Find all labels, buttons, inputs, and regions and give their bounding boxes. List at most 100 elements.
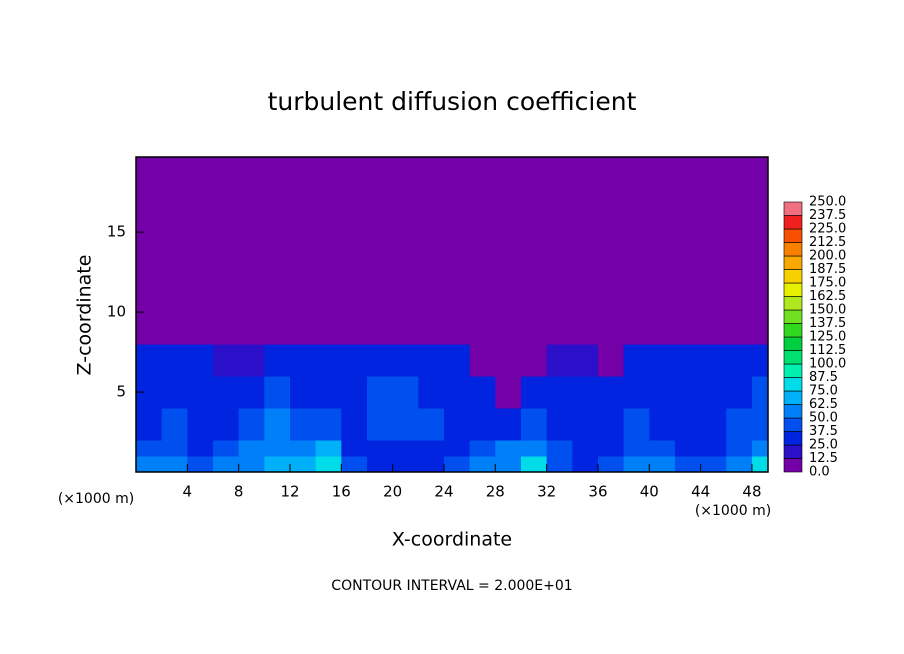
colorbar-label: 187.5	[809, 262, 846, 277]
field-cell	[623, 157, 650, 345]
field-cell	[315, 440, 342, 457]
field-cell	[315, 344, 342, 377]
field-cell	[212, 408, 240, 441]
x-tick-label: 32	[537, 483, 556, 501]
colorbar-label: 50.0	[809, 411, 838, 426]
colorbar-swatch	[783, 309, 803, 324]
field-cell	[392, 376, 419, 409]
field-cell	[366, 408, 394, 441]
field-cell	[649, 440, 676, 457]
colorbar-label: 212.5	[809, 235, 846, 250]
field-cell	[136, 440, 163, 457]
field-cell	[161, 408, 188, 441]
colorbar-label: 150.0	[809, 303, 846, 318]
field-cell	[418, 157, 445, 345]
colorbar-label: 175.0	[809, 276, 846, 291]
colorbar-label: 75.0	[809, 384, 838, 399]
colorbar-label: 37.5	[809, 424, 838, 439]
field-cell	[546, 157, 573, 345]
field-cell	[597, 456, 625, 473]
field-cell	[674, 376, 702, 409]
field-cell	[495, 344, 522, 377]
field-cell	[469, 344, 496, 377]
field-cell	[238, 157, 265, 345]
field-cell	[187, 344, 214, 377]
field-cell	[674, 408, 702, 441]
colorbar-swatch	[783, 458, 803, 473]
field-cell	[212, 157, 240, 345]
colorbar-swatch	[783, 242, 803, 257]
field-cell	[751, 344, 769, 377]
field-cell	[366, 440, 394, 457]
field-cell	[418, 408, 445, 441]
field-cell	[700, 157, 727, 345]
x-tick-label: 8	[234, 483, 244, 501]
field-cell	[289, 408, 317, 441]
field-cell	[520, 440, 548, 457]
field-cell	[520, 408, 548, 441]
field-cell	[751, 456, 769, 473]
colorbar-swatch	[783, 363, 803, 378]
colorbar-label: 125.0	[809, 330, 846, 345]
colorbar-swatch	[783, 390, 803, 405]
field-cell	[136, 456, 163, 473]
field-cell	[520, 456, 548, 473]
field-cell	[366, 456, 394, 473]
field-cell	[264, 456, 291, 473]
field-cell	[726, 440, 753, 457]
field-cell	[161, 376, 188, 409]
colorbar-label: 250.0	[809, 195, 846, 210]
x-tick-label: 20	[383, 483, 402, 501]
field-cell	[418, 440, 445, 457]
x-axis-label: X-coordinate	[392, 529, 512, 551]
field-cell	[238, 344, 265, 377]
field-cell	[546, 408, 573, 441]
field-cell	[392, 456, 419, 473]
field-cell	[649, 344, 676, 377]
colorbar-swatch	[783, 269, 803, 284]
field-cell	[469, 440, 496, 457]
x-tick-label: 12	[280, 483, 299, 501]
colorbar-swatch	[783, 282, 803, 297]
chart-title: turbulent diffusion coefficient	[268, 87, 637, 116]
colorbar-label: 100.0	[809, 357, 846, 372]
field-cell	[649, 408, 676, 441]
colorbar-label: 225.0	[809, 222, 846, 237]
field-cell	[187, 408, 214, 441]
field-cell	[341, 376, 368, 409]
field-cell	[392, 344, 419, 377]
field-cell	[700, 440, 727, 457]
colorbar-swatch	[783, 350, 803, 365]
colorbar-swatch	[783, 417, 803, 432]
colorbar-swatch	[783, 336, 803, 351]
field-cell	[623, 456, 650, 473]
x-tick-label: 4	[183, 483, 193, 501]
field-cell	[264, 376, 291, 409]
field-cell	[572, 157, 599, 345]
field-cell	[469, 376, 496, 409]
colorbar-label: 12.5	[809, 451, 838, 466]
field-cell	[238, 440, 265, 457]
field-cell	[443, 344, 471, 377]
field-cell	[264, 344, 291, 377]
field-cell	[136, 157, 163, 345]
x-unit: (×1000 m)	[695, 503, 771, 519]
field-cell	[366, 344, 394, 377]
field-cell	[161, 157, 188, 345]
field-cell	[418, 344, 445, 377]
field-cell	[726, 408, 753, 441]
field-cell	[443, 157, 471, 345]
x-tick-label: 40	[640, 483, 659, 501]
field-cell	[700, 376, 727, 409]
field-cell	[289, 456, 317, 473]
field-cell	[315, 376, 342, 409]
field-cell	[726, 344, 753, 377]
x-tick-label: 24	[434, 483, 453, 501]
field-cell	[136, 344, 163, 377]
colorbar-label: 87.5	[809, 370, 838, 385]
field-cell	[341, 344, 368, 377]
y-axis-label: Z-coordinate	[74, 255, 96, 376]
colorbar-label: 25.0	[809, 438, 838, 453]
field-cell	[161, 456, 188, 473]
field-cell	[289, 344, 317, 377]
